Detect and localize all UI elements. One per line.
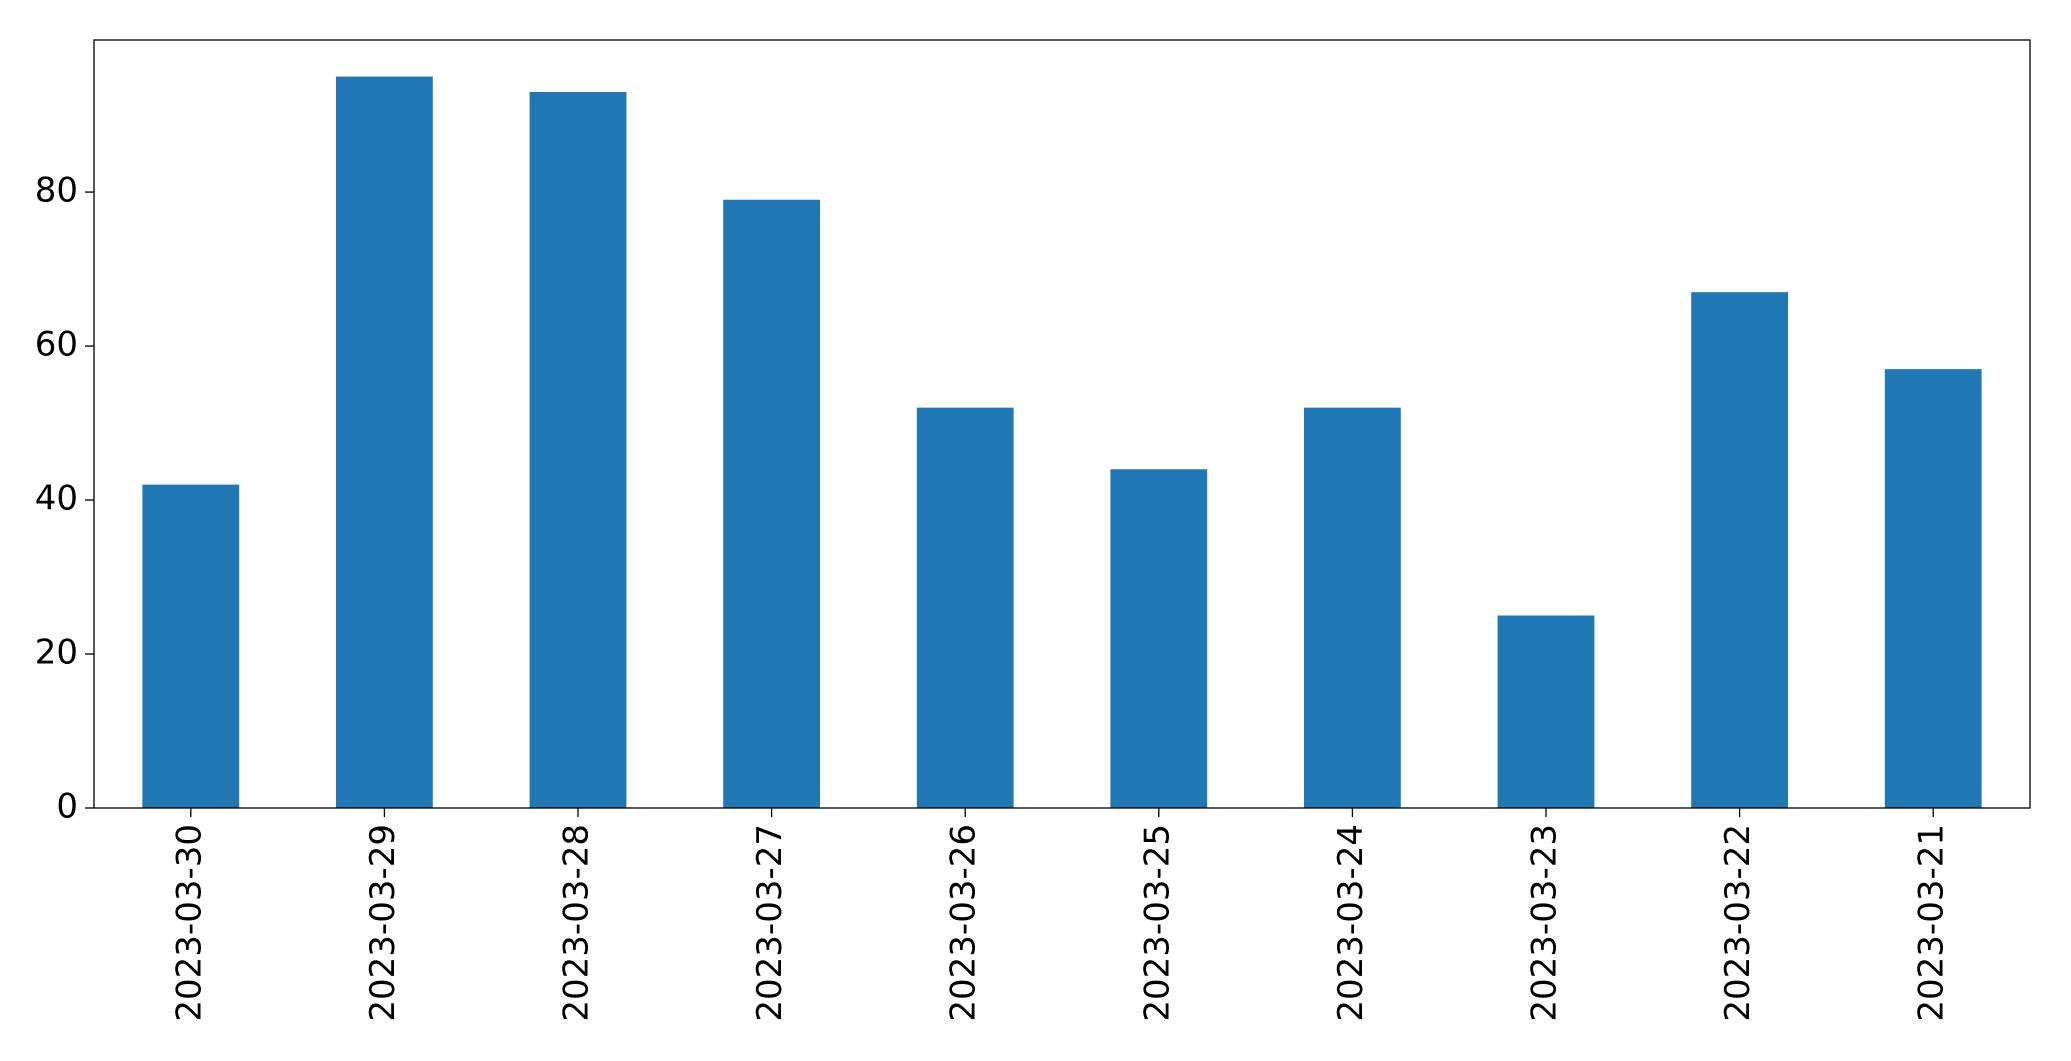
x-tick-label: 2023-03-26 [944,824,984,1022]
bar [723,199,820,808]
bar [1691,292,1788,808]
bar [916,407,1014,808]
y-tick-label: 80 [35,171,78,211]
plot-frame [93,39,2031,809]
x-tick-label: 2023-03-30 [169,824,209,1022]
x-tick-label: 2023-03-22 [1718,824,1758,1022]
bar [1884,369,1982,808]
x-tick-label: 2023-03-24 [1331,824,1371,1022]
y-tick-label: 40 [35,479,78,519]
bar [142,484,240,808]
bar [1110,469,1208,808]
x-tick-label: 2023-03-25 [1137,824,1177,1022]
x-tick-label: 2023-03-28 [557,824,597,1022]
y-tick-label: 60 [35,325,78,365]
bar [1304,407,1401,808]
bar [1497,615,1595,808]
x-tick-label: 2023-03-29 [363,824,403,1022]
y-tick-label: 0 [56,787,78,827]
bar [336,76,433,809]
y-tick-label: 20 [35,633,78,673]
x-tick-label: 2023-03-21 [1912,824,1952,1022]
x-tick-label: 2023-03-27 [750,824,790,1022]
bar [529,91,627,809]
x-tick-label: 2023-03-23 [1525,824,1565,1022]
